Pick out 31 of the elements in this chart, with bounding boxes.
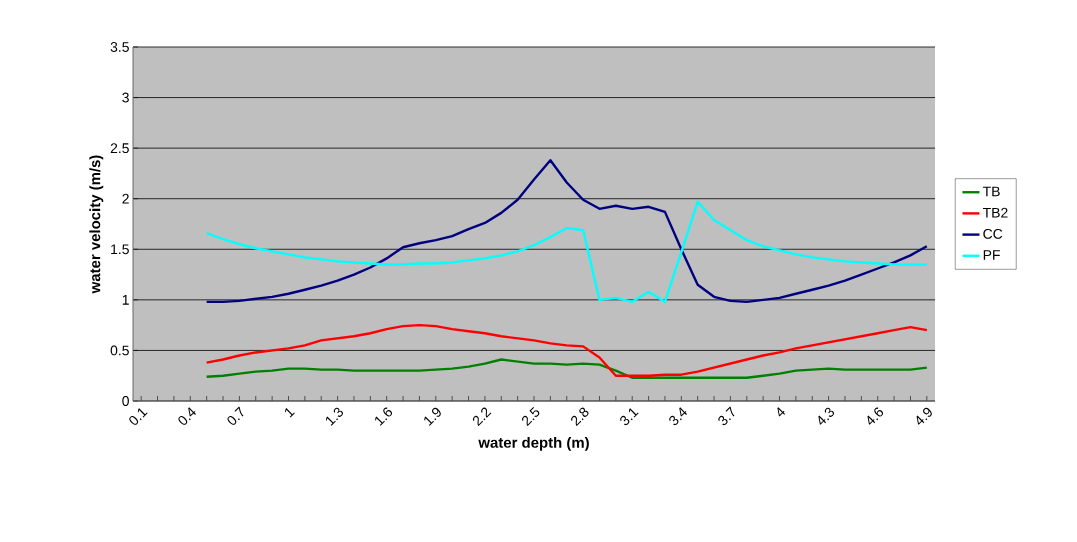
x-tick-label: 4 — [777, 407, 786, 417]
x-tick-label: 2.2 — [472, 407, 492, 427]
x-tick-label: 0.4 — [178, 407, 196, 425]
y-axis-title: water velocity (m/s) — [89, 155, 104, 294]
y-tick-label: 1 — [122, 295, 129, 305]
legend-label: TB — [982, 186, 1000, 197]
y-tick-label: 3 — [122, 92, 129, 103]
x-tick-label: 3.4 — [669, 407, 687, 426]
x-tick-label: 2.8 — [571, 407, 589, 427]
x-tick-label: 2.5 — [521, 406, 540, 427]
x-tick-label: 0.1 — [129, 408, 148, 425]
y-tick-label: 3.5 — [110, 42, 129, 52]
x-tick-label: 1 — [285, 408, 295, 418]
x-tick-label: 4.6 — [867, 407, 884, 425]
y-tick-label: 1.5 — [111, 244, 129, 255]
x-tick-label: 0.7 — [227, 406, 244, 425]
x-tick-label: 1.9 — [424, 407, 441, 426]
x-tick-label: 3.7 — [718, 406, 735, 426]
x-tick-label: 4.9 — [916, 407, 932, 425]
legend-label: TB2 — [982, 207, 1008, 218]
legend-label: PF — [983, 250, 1000, 260]
x-tick-label: 1.6 — [375, 407, 393, 426]
y-tick-label: 0 — [122, 396, 129, 406]
x-tick-label: 4.3 — [818, 407, 835, 425]
y-tick-label: 2.5 — [110, 143, 129, 154]
x-tick-label: 1.3 — [326, 407, 344, 426]
x-axis-title: water depth (m) — [478, 436, 589, 451]
legend-label: CC — [983, 228, 1003, 239]
x-tick-label: 3.1 — [620, 408, 639, 426]
y-tick-label: 2 — [122, 193, 129, 204]
y-tick-label: 0.5 — [110, 345, 129, 356]
